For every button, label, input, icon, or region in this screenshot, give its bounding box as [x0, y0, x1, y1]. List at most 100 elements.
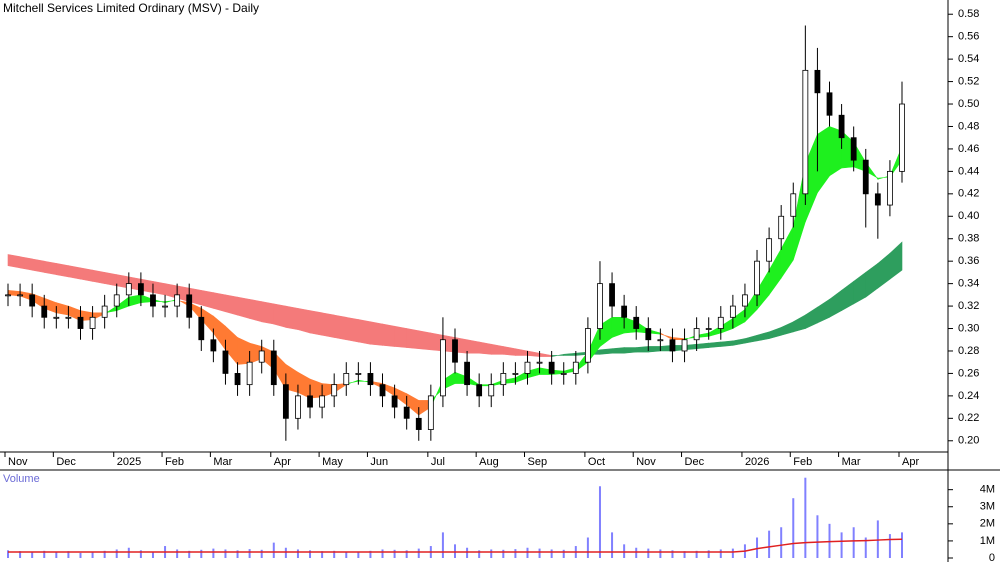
candle-body — [705, 328, 712, 330]
volume-bar — [405, 550, 408, 558]
volume-bar — [381, 549, 384, 558]
volume-bar — [188, 550, 191, 558]
volume-bar — [840, 532, 843, 558]
volume-title: Volume — [3, 473, 40, 485]
candle-body — [645, 328, 652, 341]
ribbon-segment — [68, 265, 81, 280]
candle-body — [222, 350, 229, 374]
candle-body — [729, 305, 736, 318]
x-tick-label: Jun — [370, 456, 388, 468]
candle-body — [125, 283, 132, 296]
volume-bar — [31, 551, 34, 558]
ribbon-segment — [225, 294, 238, 316]
volume-bar — [309, 550, 312, 558]
y-tick-label: 0.40 — [958, 210, 979, 222]
candle-body — [681, 339, 688, 352]
ribbon-segment — [406, 328, 420, 350]
volume-bar — [441, 532, 444, 558]
x-tick-label: Nov — [8, 456, 28, 468]
ribbon-segment — [249, 298, 263, 323]
x-tick-label: Feb — [165, 456, 184, 468]
x-tick-label: Apr — [274, 456, 291, 468]
candle-body — [524, 361, 531, 374]
ribbon-segment — [382, 323, 395, 347]
candle-body — [850, 137, 857, 161]
candle-body — [693, 328, 700, 341]
volume-bar — [236, 550, 239, 558]
candle-body — [814, 69, 821, 94]
volume-bar — [333, 550, 336, 558]
ribbon-segment — [345, 316, 359, 343]
y-tick-label: 0.46 — [958, 143, 979, 155]
x-tick-label: Mar — [842, 456, 861, 468]
ribbon-segment — [696, 342, 710, 350]
candle-body — [210, 339, 217, 352]
ribbon-segment — [370, 321, 383, 346]
candle-body — [536, 361, 543, 364]
x-tick-label: May — [322, 456, 343, 468]
candle-body — [41, 305, 48, 318]
volume-bar — [454, 544, 456, 558]
ribbon-segment — [889, 241, 903, 280]
candle-body — [113, 294, 120, 307]
volume-bar — [43, 550, 46, 558]
candle-body — [403, 406, 410, 419]
candle-body — [150, 294, 156, 307]
volume-bar — [683, 551, 686, 558]
candle-body — [198, 316, 205, 341]
y-tick-label: 0.38 — [958, 233, 979, 245]
candle-body — [572, 361, 579, 374]
candle-body — [633, 316, 640, 329]
candle-body — [246, 361, 253, 386]
volume-bar — [272, 542, 275, 558]
volume-bar — [550, 549, 553, 558]
ribbon-segment — [213, 292, 226, 313]
volume-bar — [780, 527, 783, 558]
ribbon-segment — [720, 340, 734, 347]
ribbon-segment — [285, 305, 299, 331]
ribbon-segment — [418, 330, 432, 351]
y-tick-label: 0.54 — [958, 53, 979, 65]
y-tick-label: 0.44 — [958, 165, 979, 177]
volume-bar — [731, 548, 734, 558]
candle-body — [17, 294, 23, 297]
volume-bar — [212, 548, 215, 558]
candle-body — [717, 316, 724, 329]
candle-body — [862, 159, 869, 195]
candle-body — [826, 92, 833, 116]
volume-bar — [79, 552, 82, 558]
candle-body — [597, 283, 603, 329]
volume-bar — [7, 550, 9, 558]
volume-bar — [671, 550, 674, 558]
x-tick-label: Dec — [56, 456, 76, 468]
candle-body — [162, 305, 168, 308]
volume-bar — [260, 549, 263, 558]
volume-bar — [756, 537, 759, 558]
ribbon-segment — [309, 310, 323, 336]
volume-bar — [598, 486, 601, 558]
candle-body — [101, 305, 108, 318]
candle-body — [186, 294, 193, 318]
volume-y-tick-label: 4M — [980, 484, 995, 496]
volume-y-tick-label: 1M — [980, 535, 995, 547]
y-tick-label: 0.26 — [958, 367, 979, 379]
x-tick-label: Aug — [479, 456, 499, 468]
candle-body — [778, 215, 785, 240]
volume-bar — [707, 550, 710, 558]
ribbon-segment — [297, 307, 311, 334]
volume-bar — [393, 549, 396, 558]
volume-bar — [357, 552, 360, 558]
ribbon-segment — [599, 348, 613, 355]
candle-body — [29, 294, 36, 307]
ribbon-segment — [358, 319, 371, 345]
volume-bar — [538, 548, 541, 558]
x-tick-label: Dec — [685, 456, 705, 468]
ribbon-segment — [261, 301, 275, 325]
volume-bar — [562, 549, 565, 558]
ribbon-segment — [611, 347, 625, 354]
y-tick-label: 0.48 — [958, 120, 979, 132]
candle-body — [307, 395, 313, 408]
ribbon-segment — [7, 254, 21, 269]
ribbon-segment — [623, 347, 637, 354]
